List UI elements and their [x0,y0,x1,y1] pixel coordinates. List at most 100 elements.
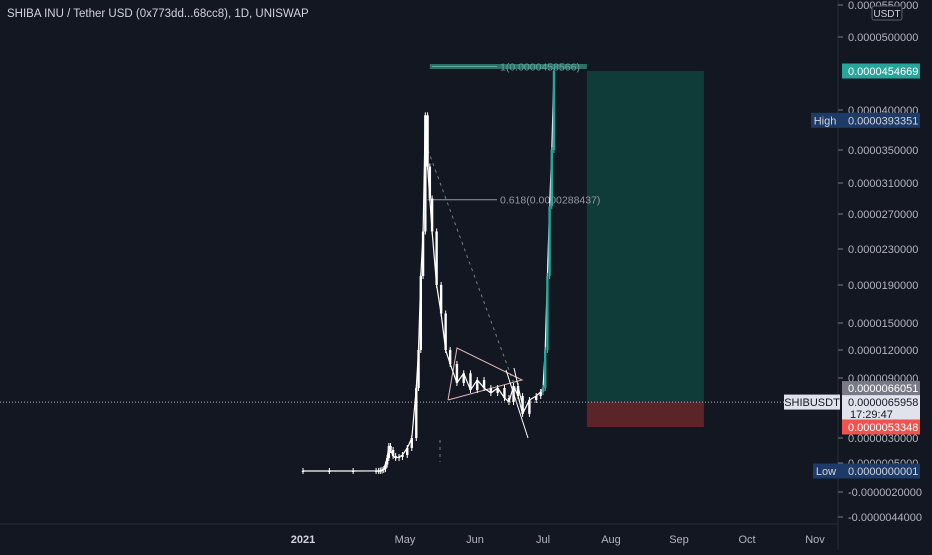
stop-zone[interactable] [586,402,704,427]
last-price-label: 0.0000065958 [848,397,918,409]
wedge-line-lower[interactable] [505,369,529,439]
candle-body [496,388,499,393]
candle-body [419,276,423,350]
candle-body [455,364,459,383]
target-price-label: 0.0000454669 [848,66,918,78]
candle-series [301,68,556,474]
candle-body [548,206,551,276]
candle-body [550,150,553,207]
candle-body [541,388,545,392]
triangle-pattern[interactable] [447,347,524,401]
chart-title: SHIBA INU / Tether USD (0x773dd...68cc8)… [7,8,309,20]
candle-body [394,456,397,458]
currency-label: USDT [873,9,900,20]
fib-level-label: 1(0.0000458566) [500,62,580,74]
candle-body [385,458,389,465]
candle-body [301,470,305,472]
time-axis-tick: Jul [536,534,550,546]
high-tag: High [814,115,837,127]
candle-body [507,398,511,402]
candle-body [503,388,506,398]
low-tag-box [813,463,840,479]
candle-body [476,380,479,390]
time-axis-tick: Jun [466,534,484,546]
price-axis-tick: -0.0000044000 [848,512,922,524]
price-axis-tick: 0.0000350000 [848,145,918,157]
candle-body [528,400,531,414]
time-axis-tick: Oct [738,534,755,546]
candle-body [397,457,401,458]
time-axis-tick: May [395,534,416,546]
candle-body [448,350,452,364]
candle-body [380,469,384,471]
candle-body [391,450,395,456]
candle-body [535,396,538,400]
price-axis-tick: 0.0000150000 [848,318,918,330]
high-price-label: 0.0000393351 [848,115,918,127]
candle-body [469,373,472,390]
candle-body [382,469,385,471]
candle-body [384,464,387,470]
price-axis-tick: 0.0000310000 [848,178,918,190]
stop-price-label: 0.0000053348 [848,422,918,434]
bar-countdown: 17:29:47 [850,409,893,421]
time-axis-tick: 2021 [291,534,315,546]
low-price-box [840,463,920,479]
price-axis-tick: 0.0000270000 [848,209,918,221]
candle-body [552,71,556,150]
price-axis-tick: 0.0000190000 [848,280,918,292]
candle-body [482,380,486,388]
candle-body [462,373,465,383]
candle-body [389,446,392,450]
candle-body [387,446,391,458]
candle-body [417,350,420,388]
position-tool[interactable] [429,64,704,427]
target-zone[interactable] [586,71,704,403]
candle-body [426,115,429,167]
candle-body [351,470,355,472]
high-tag-box [811,112,840,128]
candle-body [435,231,438,285]
retracement-dashed-line[interactable] [427,149,521,401]
candle-body [424,115,427,232]
candle-body [539,392,542,396]
candle-body [430,198,434,232]
candle-body [512,386,515,402]
currency-badge[interactable] [871,5,903,21]
candle-body [489,388,493,393]
low-price-label: 0.0000000001 [848,466,918,478]
price-labels: 0.0000454669 High 0.0000393351 0.0000066… [784,63,920,479]
candle-body [377,470,380,472]
candle-body [439,285,443,314]
price-axis-tick: 0.0000500000 [848,32,918,44]
mark-price-label: 0.0000066051 [848,383,918,395]
price-axis-tick: -0.0000020000 [848,487,922,499]
time-axis-tick: Sep [669,534,689,546]
candle-body [421,231,425,276]
fib-levels[interactable]: 1(0.0000458566)0.618(0.0000288437) [427,62,601,207]
candle-body [521,396,524,414]
symbol-tag-box [784,394,840,410]
price-axis-tick: 0.0000230000 [848,244,918,256]
candle-body [415,388,418,438]
target-price-box [842,63,920,79]
candle-body [379,470,382,472]
mark-price-box [842,381,920,396]
candle-body [406,448,409,455]
stop-price-box [842,419,920,435]
candle-body [444,313,447,350]
candle-body [428,166,432,199]
candle-body [543,350,547,388]
time-axis[interactable]: 2021 May Jun Jul Aug Sep Oct Nov [291,534,826,546]
candle-body [410,438,413,448]
symbol-tag: SHIBUSDT [784,397,840,409]
candle-body [328,470,331,472]
time-axis-tick: Aug [601,534,621,546]
candle-body [546,276,549,350]
target-line[interactable] [429,64,587,69]
candle-body [401,455,404,457]
candle-body [374,470,378,472]
